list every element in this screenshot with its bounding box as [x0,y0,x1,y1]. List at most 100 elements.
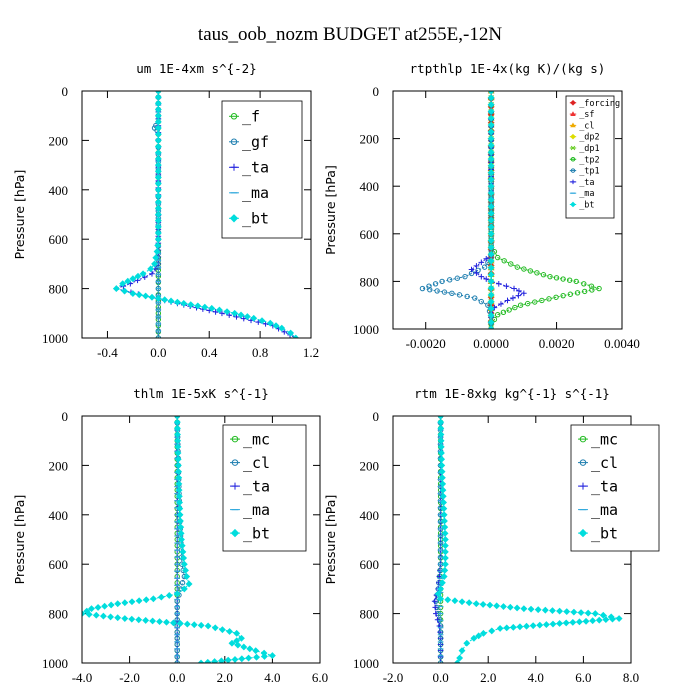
legend-marker [231,435,239,443]
data-point [470,634,478,642]
y-tick-label: 200 [49,133,69,148]
y-tick-label: 800 [49,607,69,622]
data-point [176,620,184,627]
data-point [170,619,177,627]
legend-label: _cl [591,454,618,472]
legend: _mc _cl _ta _ma _bt [570,424,660,552]
data-point [540,272,547,278]
series-bt [112,91,300,338]
legend-label: _ma [242,184,269,202]
data-point [223,308,231,316]
data-point [128,615,136,623]
data-point [487,135,495,143]
data-point [245,654,253,662]
y-axis-label: Pressure [hPa] [323,165,338,255]
x-tick-label: 6.0 [312,670,328,685]
plot-frame [81,415,321,664]
data-point [462,273,468,280]
data-point [573,278,579,285]
plot-area [82,416,276,663]
data-point [521,266,527,272]
data-point [129,275,137,283]
data-point [180,560,188,568]
data-point [427,287,433,293]
y-tick-label: 1000 [42,656,68,671]
data-point [574,290,581,296]
data-point [124,277,132,285]
data-point [487,305,495,313]
data-point [167,297,175,305]
data-point [135,616,143,624]
data-point [567,291,574,297]
data-point [142,616,150,624]
data-point [441,517,448,525]
data-point [228,639,236,647]
data-point [440,573,448,580]
data-point [475,267,481,273]
data-point [233,629,241,637]
data-point [204,622,212,630]
data-point [473,270,480,276]
data-point [546,296,552,302]
data-point [208,304,216,312]
data-point [179,548,187,556]
data-point [165,592,173,599]
legend-label: _sf [579,110,594,120]
legend-label: _tp2 [579,155,599,165]
data-point [438,474,446,482]
data-point [487,223,495,231]
y-axis-label: Pressure [hPa] [12,170,27,260]
x-tick-label: 0.4 [201,345,218,360]
data-point [534,606,542,614]
data-point [119,280,127,288]
data-point [178,542,186,550]
data-point [487,298,495,306]
data-point [438,461,446,469]
panel-title: rtm 1E-8xkg kg^{-1} s^{-1} [414,386,610,401]
data-point [506,307,512,313]
data-point [153,248,161,255]
data-point [234,641,242,649]
legend-marker [570,133,576,140]
data-point [556,620,564,627]
data-point [500,603,507,610]
data-point [134,272,142,280]
y-axis-label: Pressure [hPa] [12,495,27,585]
data-point [584,609,592,617]
data-point [226,312,233,318]
legend-label: _ma [591,501,618,519]
data-point [238,634,245,642]
data-point [183,620,191,628]
legend-label: _bt [591,524,618,542]
data-point [456,654,464,662]
data-point [478,298,485,305]
data-point [581,281,587,287]
data-point [129,290,137,297]
data-point [498,301,504,307]
data-point [85,610,93,618]
data-point [485,302,491,308]
legend: _f _gf _ta _ma _bt [221,100,303,239]
plot-frame [81,90,312,339]
data-point [487,291,495,299]
data-point [441,523,449,531]
data-point [261,652,268,660]
y-tick-label: 600 [360,227,380,242]
data-point [437,595,445,603]
legend-marker [231,482,239,490]
data-point [495,280,502,287]
data-point [487,148,495,156]
data-point [478,273,485,280]
data-point [487,257,495,265]
data-point [287,329,295,337]
data-point [523,622,530,630]
x-tick-label: 6.0 [575,670,591,685]
x-tick-label: -0.4 [97,345,118,360]
legend-label: _ma [243,501,270,519]
y-tick-label: 200 [49,458,69,473]
y-tick-label: 0 [62,409,69,424]
data-point [487,128,495,136]
x-tick-label: 0.8 [252,345,268,360]
x-tick-label: 4.0 [528,670,544,685]
